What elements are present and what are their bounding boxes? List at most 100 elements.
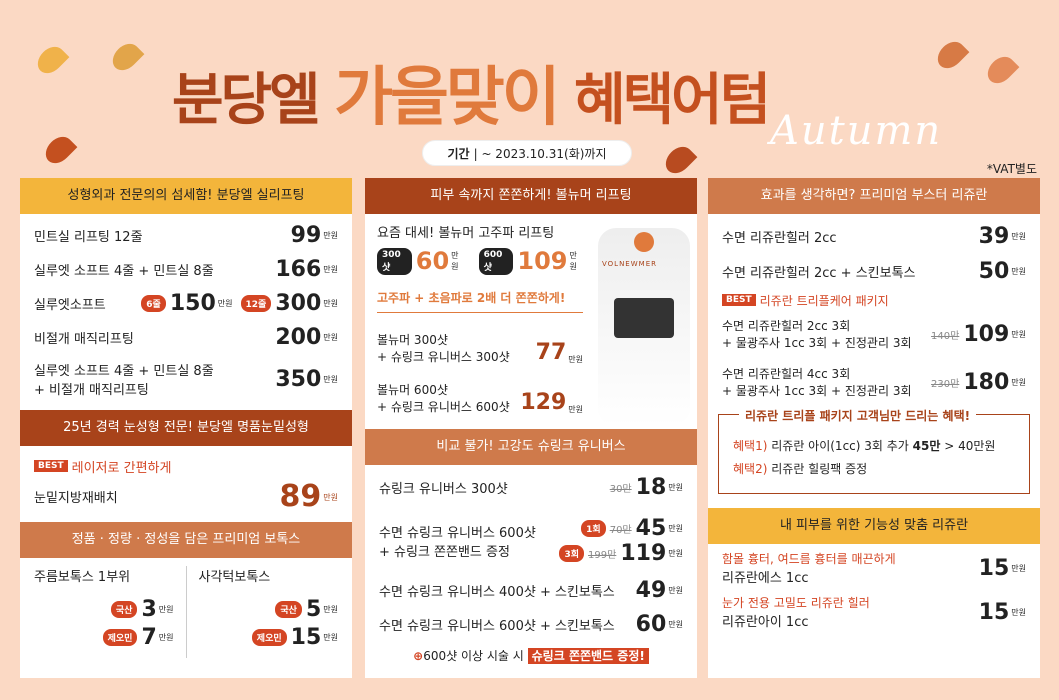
title-part: 혜택어텀 [574, 68, 771, 133]
best-text: 레이저로 간편하게 [71, 460, 172, 476]
item-name: 수면 슈링크 유니버스 600샷 + 스킨보톡스 [379, 618, 615, 634]
best-text: 리쥬란 트리플케어 패키지 [759, 293, 889, 308]
item-price: 89 만원 [279, 478, 338, 514]
item-price: 60 만원 [635, 611, 683, 637]
section-bar: 피부 속까지 쫀쫀하게! 볼뉴머 리프팅 [365, 178, 697, 214]
shot-pill: 300샷 [377, 247, 412, 275]
item-name: 실루엣 소프트 4줄 + 민트실 8줄 [34, 263, 214, 279]
item-price: 109 [963, 321, 1010, 347]
list-item: 수면 리쥬란힐러 2cc 3회 + 물광주사 1cc 3회 + 진정관리 3회 14… [722, 319, 1026, 350]
section-bar: 내 피부를 위한 기능성 맞춤 리쥬란 [708, 508, 1040, 544]
origin-pill: 국산 [110, 600, 138, 618]
item-price: 200 만원 [275, 324, 338, 350]
item-name: 수면 리쥬란힐러 2cc [722, 230, 837, 246]
item-name: 눈밑지방재배치 [34, 490, 118, 506]
botox-right: 사각턱보톡스 국산 5 만원 제오민 15 만원 [187, 566, 339, 658]
shot-pill: 600샷 [478, 247, 514, 275]
section-bar: 25년 경력 눈성형 전문! 분당엘 명품눈밑성형 [20, 410, 352, 446]
item-name: 민트실 리프팅 12줄 [34, 229, 143, 245]
item-name: 비절개 매직리프팅 [34, 331, 134, 347]
item-price: 49 만원 [635, 577, 683, 603]
section-bar: 효과를 생각하면? 프리미엄 부스터 리쥬란 [708, 178, 1040, 214]
item-name: 주름보톡스 1부위 [34, 570, 131, 585]
period-label: 기간 [447, 147, 470, 161]
gift-box: 리쥬란 트리플 패키지 고객님만 드리는 혜택! 혜택1) 리쥬란 아이(1cc… [718, 407, 1030, 494]
list-item: 비절개 매직리프팅 200 만원 [20, 320, 352, 354]
list-item: 수면 슈링크 유니버스 600샷 + 스킨보톡스 60 만원 [365, 607, 697, 641]
original-price: 30만 [609, 483, 632, 495]
best-badge: BEST [34, 460, 68, 472]
item-price: 3 [141, 596, 157, 622]
gift-item: 혜택2) 리쥬란 힐링팩 증정 [733, 462, 868, 476]
item-price: 50 만원 [978, 258, 1026, 284]
item-name: 슈링크 유니버스 300샷 [379, 481, 508, 497]
price-group: 6줄 150 만원 12줄 300 만원 [141, 291, 338, 316]
list-item: 실루엣 소프트 4줄 + 민트실 8줄 + 비절개 매직리프팅 350 만원 [20, 354, 352, 404]
item-price: 129 [520, 390, 567, 415]
count-pill: 12줄 [240, 294, 272, 312]
section-bar: 성형외과 전문의의 섬세함! 분당엘 실리프팅 [20, 178, 352, 214]
list-item: 수면 리쥬란힐러 4cc 3회 + 물광주사 1cc 3회 + 진정관리 3회 23… [722, 367, 1026, 398]
item-price: 166 만원 [275, 256, 338, 282]
list-item: 슈링크 유니버스 300샷 30만 18 만원 [379, 474, 683, 500]
count-pill: 3회 [559, 545, 585, 562]
item-name: 실루엣 소프트 4줄 + 민트실 8줄 + 비절개 매직리프팅 [34, 364, 214, 398]
list-item: 수면 리쥬란힐러 2cc 39 만원 [708, 218, 1040, 254]
combo-title: 고주파 + 초음파로 2배 더 쫀쫀하게! [377, 291, 566, 305]
device-screen [614, 298, 674, 338]
item-price: 109 [517, 247, 568, 275]
leaf-icon [660, 141, 698, 179]
brand-label: VOLNEWMER [602, 260, 657, 268]
item-price: 350 만원 [275, 366, 338, 392]
header: 분당엘 가을맞이 혜택어텀 Autumn [0, 28, 1059, 154]
price-line: 제오민 7 만원 [34, 623, 174, 651]
item-name: 실루엣소프트 [34, 297, 106, 313]
gift-title: 리쥬란 트리플 패키지 고객님만 드리는 혜택! [739, 407, 977, 424]
origin-pill: 제오민 [102, 628, 138, 646]
list-item: 눈가 전용 고밀도 리쥬란 힐러 리쥬란아이 1cc 15 만원 [722, 596, 1026, 630]
column-thread-lift: 성형외과 전문의의 섬세함! 분당엘 실리프팅 민트실 리프팅 12줄 99 만원 … [20, 178, 352, 678]
count-pill: 6줄 [141, 294, 166, 312]
list-item: 실루엣 소프트 4줄 + 민트실 8줄 166 만원 [20, 252, 352, 286]
item-name: 수면 슈링크 유니버스 400샷 + 스킨보톡스 [379, 584, 615, 600]
item-price: 7 [141, 624, 157, 650]
original-price: 140만 [931, 330, 960, 342]
price-line: 300샷 60 만원 600샷 109 만원 [377, 247, 583, 275]
period-badge: 기간 | ~ 2023.10.31(화)까지 [422, 140, 632, 166]
section-bar: 정품 · 정량 · 정성을 담은 프리미엄 보톡스 [20, 522, 352, 558]
item-price: 15 만원 [978, 599, 1026, 625]
item-price: 15 만원 [978, 555, 1026, 581]
original-price: 230만 [931, 378, 960, 390]
page-title: 분당엘 가을맞이 혜택어텀 [172, 46, 771, 138]
list-item: 민트실 리프팅 12줄 99 만원 [20, 218, 352, 252]
item-name: 사각턱보톡스 [198, 570, 271, 585]
item-name: 수면 리쥬란힐러 2cc + 스킨보톡스 [722, 265, 916, 281]
list-item: 실루엣소프트 6줄 150 만원 12줄 300 만원 [20, 286, 352, 320]
item-price: 119 [620, 541, 667, 566]
script-text: Autumn [770, 108, 943, 154]
list-item: 수면 슈링크 유니버스 600샷 + 슈링크 쫀쫀밴드 증정 1회 70만 45 만원 … [379, 516, 683, 566]
item-price: 300 [275, 290, 322, 316]
title-part: 가을맞이 [334, 61, 561, 135]
list-item: 눈밑지방재배치 89 만원 [20, 478, 352, 514]
item-price: 60 [415, 247, 450, 275]
best-badge: BEST [722, 294, 756, 306]
item-price: 180 [963, 369, 1010, 395]
item-price: 15 [290, 624, 322, 650]
combo-item: 볼뉴머 600샷 + 슈링크 유니버스 600샷 129 만원 [377, 383, 583, 415]
best-row: BEST 레이저로 간편하게 [20, 454, 352, 478]
item-price: 99 만원 [290, 222, 338, 248]
list-item: 수면 리쥬란힐러 2cc + 스킨보톡스 50 만원 [708, 254, 1040, 288]
device-image: VOLNEWMER [598, 228, 690, 426]
best-row: BEST 리쥬란 트리플케어 패키지 [708, 290, 1040, 310]
period-value: ~ 2023.10.31(화)까지 [481, 147, 607, 161]
intro-text: 요즘 대세! 볼뉴머 고주파 리프팅 [377, 226, 555, 241]
list-item: 수면 슈링크 유니버스 400샷 + 스킨보톡스 49 만원 [365, 573, 697, 607]
item-price: 45 [635, 516, 667, 541]
origin-pill: 제오민 [251, 628, 287, 646]
combo-item: 볼뉴머 300샷 + 슈링크 유니버스 300샷 77 만원 [377, 333, 583, 365]
vat-note: *VAT별도 [986, 162, 1037, 176]
price-line: 제오민 15 만원 [199, 623, 338, 651]
item-price: 77 [535, 340, 567, 365]
column-rejuran: 효과를 생각하면? 프리미엄 부스터 리쥬란 수면 리쥬란힐러 2cc 39 만원 … [708, 178, 1040, 678]
